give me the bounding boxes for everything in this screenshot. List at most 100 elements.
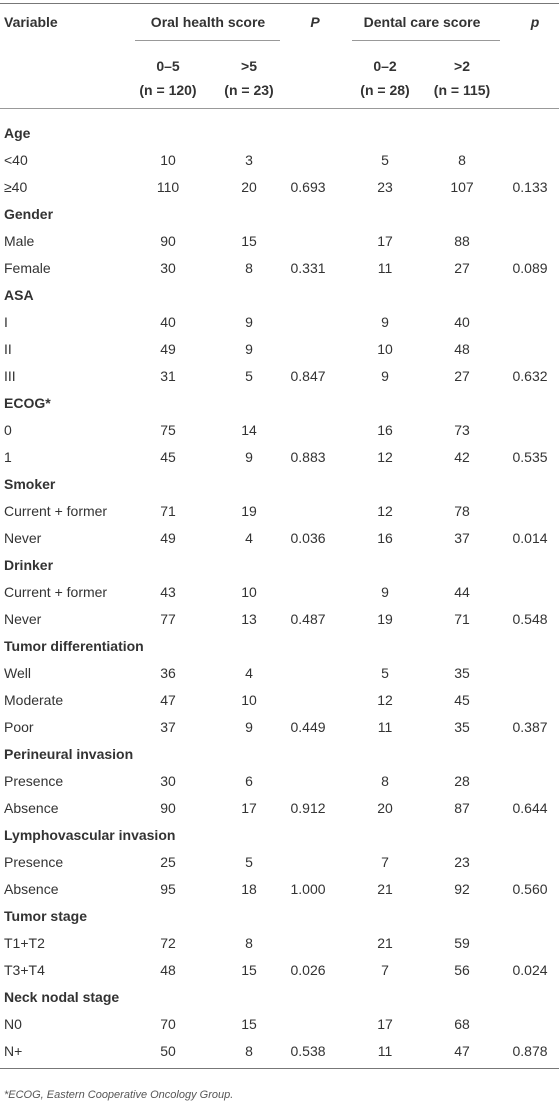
row-label: N0: [4, 1016, 22, 1032]
cell: 8: [245, 935, 253, 951]
subheader: (n = 115): [433, 82, 491, 98]
cell: 23: [377, 179, 393, 195]
cell: 45: [160, 449, 176, 465]
group-label: Age: [4, 125, 31, 141]
group-header: Oral health score: [150, 14, 266, 30]
p-value: 0.089: [512, 260, 548, 276]
cell: 15: [241, 1016, 257, 1032]
cell: 71: [454, 611, 470, 627]
cell: 88: [454, 233, 470, 249]
cell: 40: [160, 314, 176, 330]
row-label: Male: [4, 233, 35, 249]
rule: [0, 1068, 559, 1069]
cell: 10: [377, 341, 393, 357]
cell: 8: [245, 1043, 253, 1059]
cell: 5: [245, 368, 253, 384]
header-cell: P: [310, 14, 320, 30]
cell: 15: [241, 962, 257, 978]
cell: 14: [241, 422, 257, 438]
cell: 17: [377, 233, 393, 249]
row-label: Poor: [4, 719, 34, 735]
cell: 12: [377, 503, 393, 519]
row-label: Absence: [4, 800, 59, 816]
cell: 47: [454, 1043, 470, 1059]
cell: 36: [160, 665, 176, 681]
p-value: 0.024: [512, 962, 548, 978]
cell: 9: [245, 719, 253, 735]
cell: 49: [160, 530, 176, 546]
cell: 12: [377, 692, 393, 708]
row-label: II: [4, 341, 12, 357]
header-cell: Variable: [4, 14, 58, 30]
cell: 78: [454, 503, 470, 519]
cell: 9: [245, 449, 253, 465]
cell: 17: [241, 800, 257, 816]
row-label: Never: [4, 611, 42, 627]
cell: 48: [160, 962, 176, 978]
cell: 8: [381, 773, 389, 789]
row-label: Never: [4, 530, 42, 546]
cell: 49: [160, 341, 176, 357]
row-label: <40: [4, 152, 28, 168]
cell: 9: [245, 314, 253, 330]
cell: 11: [377, 260, 393, 276]
cell: 87: [454, 800, 470, 816]
row-label: T1+T2: [4, 935, 45, 951]
cell: 27: [454, 368, 470, 384]
subheader: (n = 28): [360, 82, 410, 98]
cell: 68: [454, 1016, 470, 1032]
cell: 19: [241, 503, 257, 519]
cell: 10: [241, 584, 257, 600]
cell: 30: [160, 773, 176, 789]
cell: 5: [245, 854, 253, 870]
header-cell: p: [530, 14, 540, 30]
cell: 92: [454, 881, 470, 897]
row-label: T3+T4: [4, 962, 45, 978]
p-value: 0.036: [290, 530, 326, 546]
cell: 44: [454, 584, 470, 600]
cell: 90: [160, 233, 176, 249]
cell: 11: [377, 1043, 393, 1059]
rule: [135, 40, 280, 41]
p-value: 0.387: [512, 719, 548, 735]
p-value: 0.535: [512, 449, 548, 465]
cell: 48: [454, 341, 470, 357]
cell: 107: [450, 179, 474, 195]
row-label: N+: [4, 1043, 23, 1059]
cell: 9: [381, 368, 389, 384]
rule: [0, 108, 559, 109]
cell: 21: [377, 935, 393, 951]
group-label: Gender: [4, 206, 54, 222]
cell: 25: [160, 854, 176, 870]
p-value: 1.000: [290, 881, 326, 897]
cell: 9: [381, 314, 389, 330]
p-value: 0.133: [512, 179, 548, 195]
row-label: Well: [4, 665, 31, 681]
cell: 95: [160, 881, 176, 897]
row-label: Absence: [4, 881, 59, 897]
group-label: Drinker: [4, 557, 54, 573]
cell: 43: [160, 584, 176, 600]
cell: 20: [377, 800, 393, 816]
cell: 19: [377, 611, 393, 627]
cell: 40: [454, 314, 470, 330]
cell: 110: [156, 179, 180, 195]
footnote: *ECOG, Eastern Cooperative Oncology Grou…: [4, 1089, 234, 1101]
cell: 37: [160, 719, 176, 735]
row-label: Presence: [4, 854, 64, 870]
p-value: 0.026: [290, 962, 326, 978]
subheader: 0–5: [156, 58, 180, 74]
cell: 10: [241, 692, 257, 708]
p-value: 0.644: [512, 800, 548, 816]
p-value: 0.449: [290, 719, 326, 735]
p-value: 0.693: [290, 179, 326, 195]
cell: 12: [377, 449, 393, 465]
cell: 4: [245, 530, 253, 546]
group-label: Perineural invasion: [4, 746, 134, 762]
cell: 27: [454, 260, 470, 276]
cell: 30: [160, 260, 176, 276]
row-label: Moderate: [4, 692, 64, 708]
cell: 5: [381, 665, 389, 681]
p-value: 0.548: [512, 611, 548, 627]
row-label: Current + former: [4, 503, 108, 519]
